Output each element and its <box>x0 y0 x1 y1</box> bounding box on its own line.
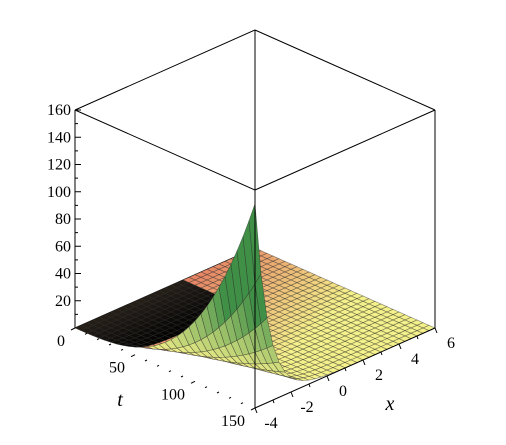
x-axis-label: x <box>385 393 395 415</box>
t-axis-label: t <box>117 389 123 411</box>
x-minor-tick <box>416 335 419 340</box>
t-minor-tick <box>96 338 100 341</box>
x-tick <box>434 327 438 334</box>
x-tick <box>398 343 402 350</box>
x-tick-label: 6 <box>447 335 455 352</box>
t-minor-tick <box>228 396 232 399</box>
z-tick-label: 100 <box>47 184 71 201</box>
z-tick-label: 60 <box>55 238 71 255</box>
surface-mesh <box>74 203 436 381</box>
t-tick <box>130 354 136 358</box>
z-tick-label: 120 <box>47 157 71 174</box>
box-edge <box>74 29 256 111</box>
box-edge <box>254 109 436 191</box>
t-minor-tick <box>156 364 160 367</box>
x-tick-label: 4 <box>411 351 419 368</box>
z-tick-label: 80 <box>55 211 71 228</box>
t-minor-tick <box>84 332 88 335</box>
z-tick-label: 40 <box>55 266 71 283</box>
z-tick-label: 160 <box>47 102 71 119</box>
x-tick <box>254 407 258 414</box>
x-tick <box>326 375 330 382</box>
t-tick-label: 100 <box>161 386 185 403</box>
x-tick-label: -4 <box>264 415 277 432</box>
x-minor-tick <box>344 367 347 372</box>
t-minor-tick <box>120 348 124 351</box>
x-minor-tick <box>380 351 383 356</box>
t-minor-tick <box>144 359 148 362</box>
box-edge <box>254 29 436 111</box>
z-tick-label: 140 <box>47 129 71 146</box>
box-edge <box>74 109 256 191</box>
t-tick <box>70 327 76 331</box>
x-tick <box>290 391 294 398</box>
t-tick-label: 50 <box>109 360 125 377</box>
z-tick-label: 20 <box>55 293 71 310</box>
t-minor-tick <box>240 402 244 405</box>
t-minor-tick <box>216 391 220 394</box>
x-tick <box>362 359 366 366</box>
x-tick-label: 0 <box>339 383 347 400</box>
x-minor-tick <box>272 399 275 404</box>
x-minor-tick <box>308 383 311 388</box>
t-tick-label: 0 <box>57 333 65 350</box>
x-tick-label: -2 <box>300 399 313 416</box>
t-minor-tick <box>204 386 208 389</box>
t-tick <box>250 407 256 411</box>
t-minor-tick <box>108 343 112 346</box>
t-tick-label: 150 <box>221 413 245 430</box>
bounding-box-front <box>74 109 436 409</box>
t-tick <box>190 380 196 384</box>
x-tick-label: 2 <box>375 367 383 384</box>
axes: 20 40 60 80 100 120 140 160 0 50 100 150 -4 -2 0 2 4 6 t x <box>47 102 455 432</box>
t-minor-tick <box>168 370 172 373</box>
t-minor-tick <box>180 375 184 378</box>
